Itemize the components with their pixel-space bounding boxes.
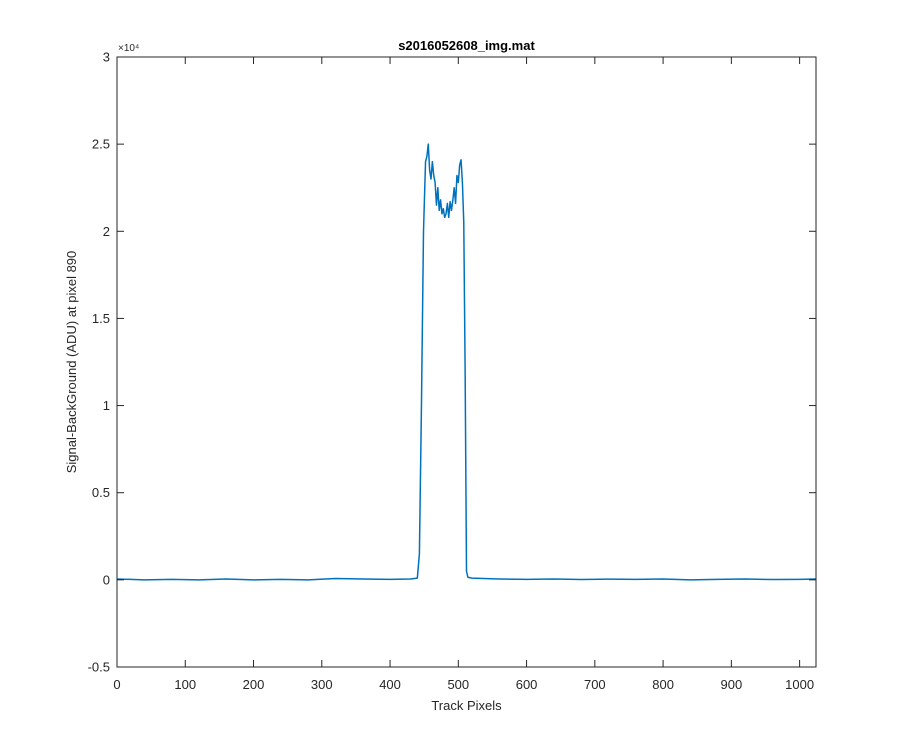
x-tick-label: 400	[379, 677, 401, 692]
x-tick-label: 500	[447, 677, 469, 692]
x-tick-label: 300	[311, 677, 333, 692]
chart-title: s2016052608_img.mat	[398, 38, 535, 53]
x-tick-label: 100	[174, 677, 196, 692]
y-tick-label: 3	[103, 50, 110, 65]
y-tick-label: -0.5	[88, 660, 110, 675]
series-line-1	[116, 143, 817, 581]
y-tick-label: 1	[103, 398, 110, 413]
x-tick-label: 0	[113, 677, 120, 692]
y-axis-label: Signal-BackGround (ADU) at pixel 890	[64, 251, 79, 474]
x-tick-label: 700	[584, 677, 606, 692]
x-tick-label: 600	[516, 677, 538, 692]
y-tick-label: 0.5	[92, 485, 110, 500]
x-tick-label: 200	[243, 677, 265, 692]
x-tick-label: 800	[652, 677, 674, 692]
y-tick-label: 1.5	[92, 311, 110, 326]
y-tick-label: 0	[103, 572, 110, 587]
x-tick-label: 900	[721, 677, 743, 692]
x-tick-label: 1000	[785, 677, 814, 692]
x-axis-label: Track Pixels	[431, 698, 502, 713]
y-axis-exponent: ×10⁴	[118, 43, 139, 54]
plot-area	[117, 57, 816, 667]
y-tick-label: 2.5	[92, 137, 110, 152]
y-tick-label: 2	[103, 224, 110, 239]
axes-box	[116, 56, 817, 668]
